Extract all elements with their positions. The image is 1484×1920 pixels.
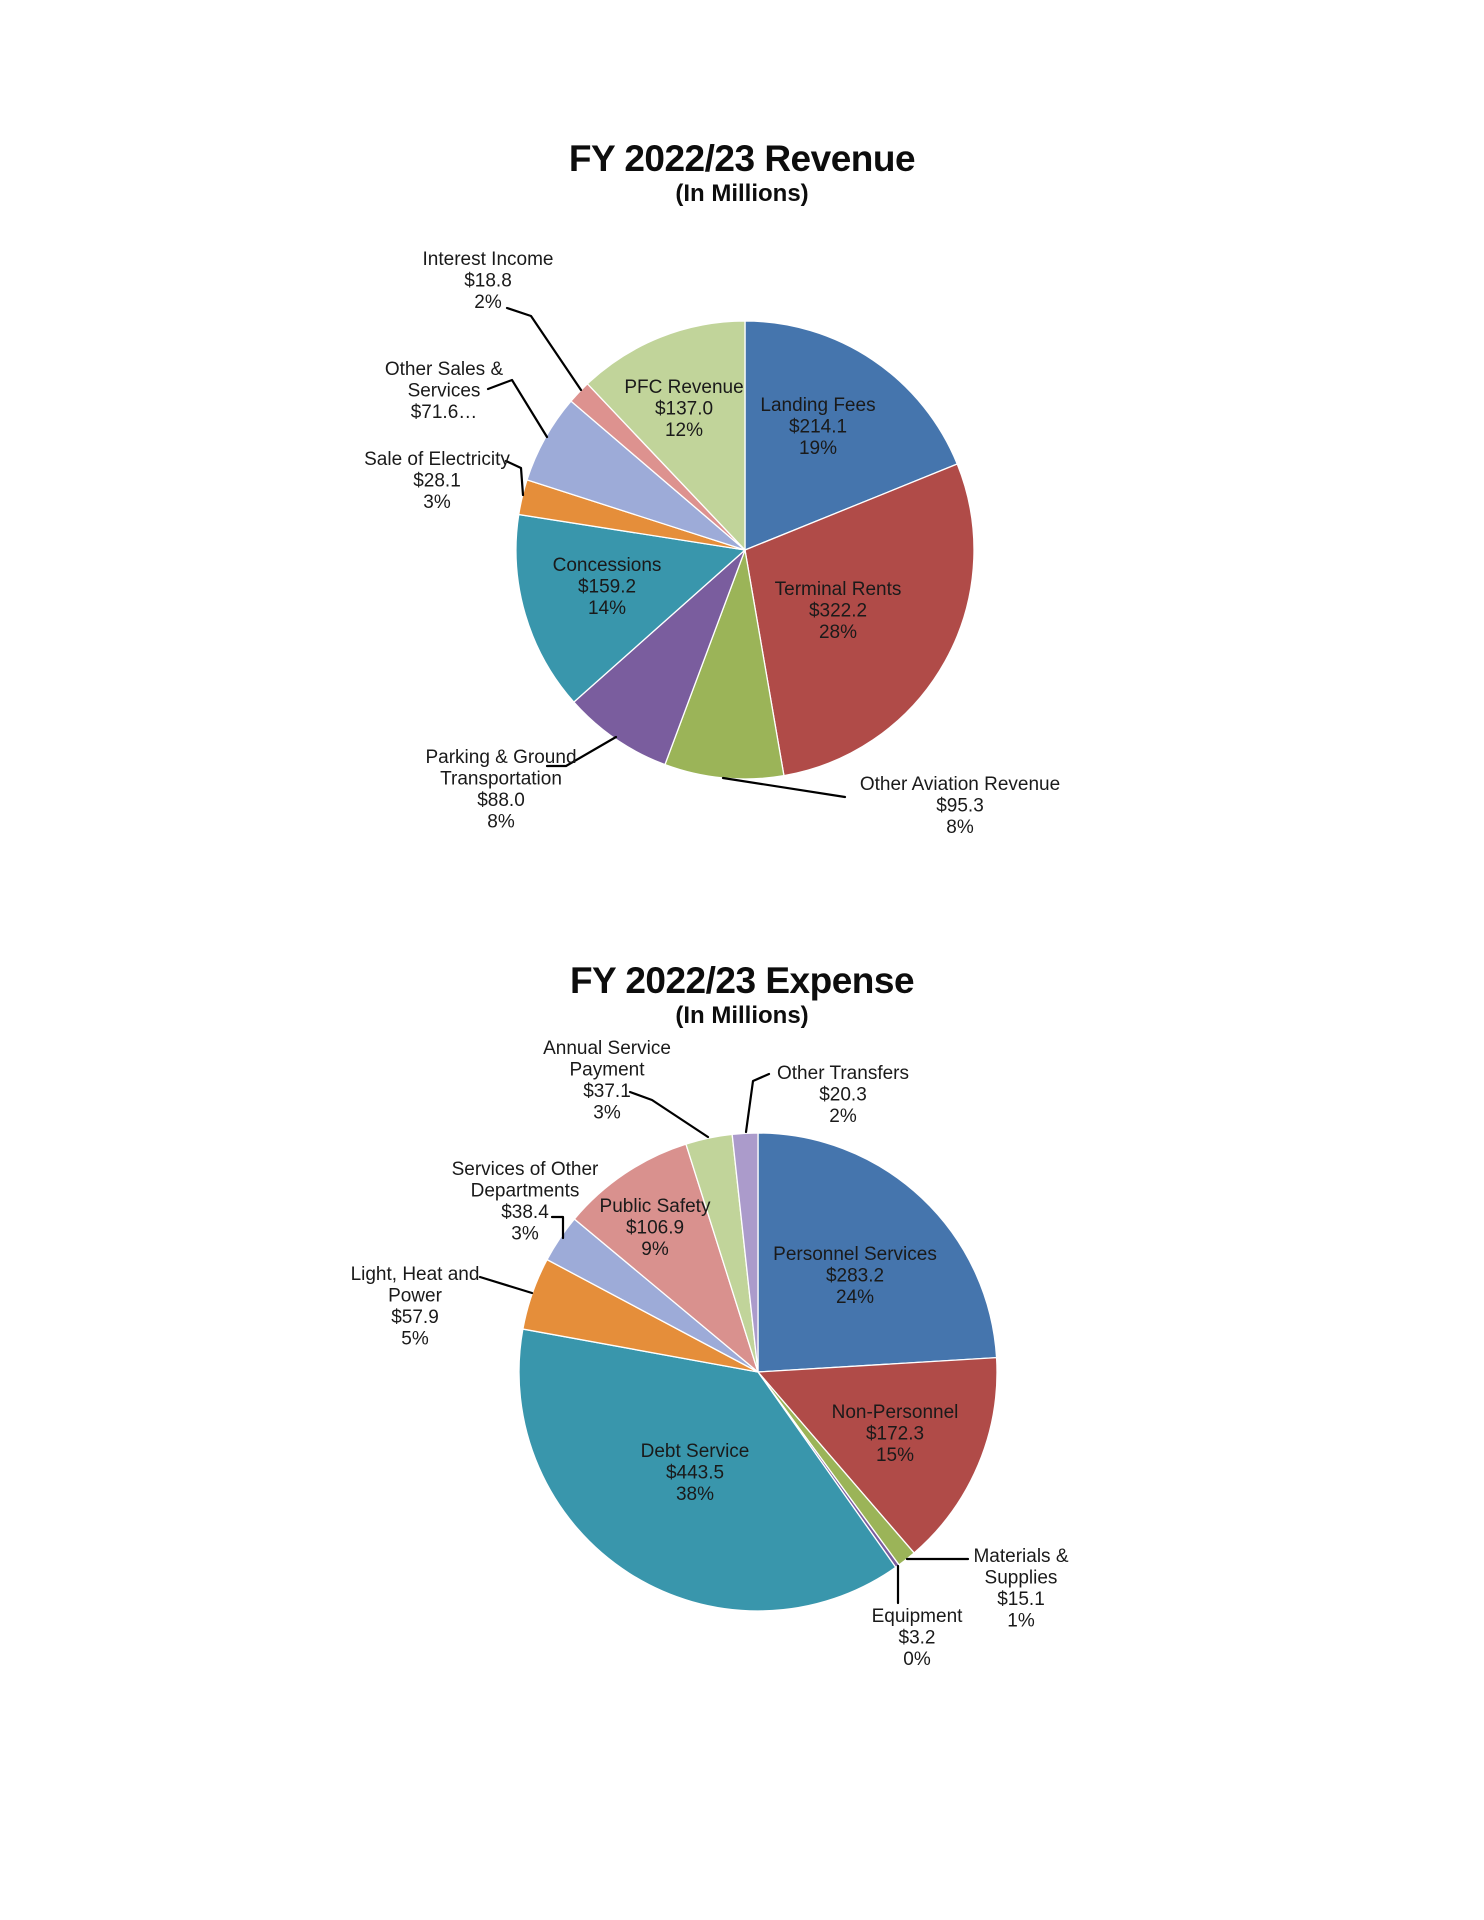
- pie-label-personnel-services: Personnel Services $283.2 24%: [773, 1244, 937, 1308]
- expense-pie-chart: Personnel Services $283.2 24% Non-Personnel…: [351, 1038, 1069, 1670]
- pie-label-parking-ground-transportation: Parking & Ground Transportation $88.0 8%: [425, 747, 576, 833]
- leader-line-other-sales-services: [486, 378, 549, 439]
- leader-line-interest-income: [505, 306, 583, 392]
- pie-slice-parking-ground-transportation: [572, 549, 746, 766]
- leader-line-annual-service-payment: [628, 1090, 710, 1139]
- pie-slice-public-safety: [573, 1143, 760, 1374]
- pie-slice-debt-service: [518, 1328, 897, 1612]
- pie-slice-non-personnel: [756, 1356, 998, 1554]
- pie-label-annual-service-payment: Annual Service Payment $37.1 3%: [543, 1038, 671, 1124]
- pie-label-other-transfers: Other Transfers $20.3 2%: [777, 1063, 909, 1127]
- leader-line-other-aviation-revenue: [721, 776, 847, 799]
- pie-label-interest-income: Interest Income $18.8 2%: [423, 249, 554, 313]
- leader-line-services-of-other-departments: [550, 1215, 565, 1240]
- pie-slice-other-transfers: [731, 1132, 759, 1373]
- pie-label-other-sales-services: Other Sales & Services $71.6…: [385, 359, 504, 423]
- pie-label-pfc-revenue: PFC Revenue $137.0 12%: [624, 377, 743, 441]
- pie-slice-terminal-rents: [744, 463, 975, 777]
- pie-slice-concessions: [515, 513, 747, 704]
- leader-line-parking-ground-transportation: [545, 735, 618, 768]
- pie-label-services-of-other-departments: Services of Other Departments $38.4 3%: [452, 1159, 599, 1245]
- pie-label-sale-of-electricity: Sale of Electricity $28.1 3%: [364, 449, 510, 513]
- leader-line-other-transfers: [744, 1072, 771, 1134]
- pie-label-materials-supplies: Materials & Supplies $15.1 1%: [973, 1546, 1068, 1632]
- pie-slice-pfc-revenue: [586, 320, 746, 552]
- pie-label-concessions: Concessions $159.2 14%: [553, 555, 662, 619]
- pie-label-debt-service: Debt Service $443.5 38%: [641, 1441, 750, 1505]
- leader-line-sale-of-electricity: [504, 459, 525, 497]
- pie-label-other-aviation-revenue: Other Aviation Revenue $95.3 8%: [860, 774, 1060, 838]
- pie-label-terminal-rents: Terminal Rents $322.2 28%: [775, 579, 902, 643]
- leader-line-light-heat-and-power: [478, 1275, 534, 1295]
- revenue-pie-chart: Landing Fees $214.1 19% Terminal Rents $322.…: [364, 249, 1060, 838]
- pie-label-light-heat-and-power: Light, Heat and Power $57.9 5%: [351, 1264, 480, 1350]
- pie-label-landing-fees: Landing Fees $214.1 19%: [760, 395, 875, 459]
- pie-label-non-personnel: Non-Personnel $172.3 15%: [832, 1402, 959, 1466]
- pie-slice-personnel-services: [757, 1132, 998, 1373]
- pie-slice-landing-fees: [744, 320, 959, 551]
- pie-label-equipment: Equipment $3.2 0%: [872, 1606, 964, 1670]
- pie-label-public-safety: Public Safety $106.9 9%: [600, 1196, 711, 1260]
